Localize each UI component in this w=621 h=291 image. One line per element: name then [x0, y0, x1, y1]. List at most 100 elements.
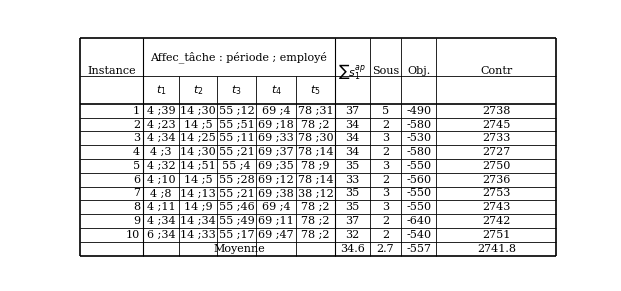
Text: 2: 2	[382, 147, 389, 157]
Text: 2: 2	[133, 120, 140, 129]
Text: -550: -550	[406, 202, 432, 212]
Text: 14 ;33: 14 ;33	[180, 230, 216, 240]
Text: 8: 8	[133, 202, 140, 212]
Text: 35: 35	[345, 189, 360, 198]
Text: 37: 37	[345, 106, 360, 116]
Text: -560: -560	[406, 175, 432, 185]
Text: 55 ;4: 55 ;4	[222, 161, 251, 171]
Text: 4 ;10: 4 ;10	[147, 175, 175, 185]
Text: 3: 3	[382, 133, 389, 143]
Text: 14 ;51: 14 ;51	[180, 161, 216, 171]
Text: 6 ;34: 6 ;34	[147, 230, 175, 240]
Text: 4 ;8: 4 ;8	[150, 189, 172, 198]
Text: Affec_tâche : période ; employé: Affec_tâche : période ; employé	[150, 51, 327, 63]
Text: 78 ;2: 78 ;2	[301, 202, 330, 212]
Text: 2750: 2750	[483, 161, 510, 171]
Text: 5: 5	[382, 106, 389, 116]
Text: -490: -490	[406, 106, 432, 116]
Text: 1: 1	[133, 106, 140, 116]
Text: 69 ;38: 69 ;38	[258, 189, 294, 198]
Text: 3: 3	[382, 189, 389, 198]
Text: 34: 34	[345, 133, 360, 143]
Text: 4 ;11: 4 ;11	[147, 202, 175, 212]
Text: Obj.: Obj.	[407, 66, 430, 76]
Text: 34.6: 34.6	[340, 244, 365, 254]
Text: 3: 3	[133, 133, 140, 143]
Text: 55 ;21: 55 ;21	[219, 189, 255, 198]
Text: 4 ;34: 4 ;34	[147, 216, 175, 226]
Text: $t_2$: $t_2$	[193, 83, 204, 97]
Text: 55 ;11: 55 ;11	[219, 133, 255, 143]
Text: 55 ;17: 55 ;17	[219, 230, 255, 240]
Text: 14 ;13: 14 ;13	[180, 189, 216, 198]
Text: 32: 32	[345, 230, 360, 240]
Text: Contr: Contr	[480, 66, 512, 76]
Text: 2742: 2742	[483, 216, 510, 226]
Text: 69 ;37: 69 ;37	[258, 147, 294, 157]
Text: -540: -540	[406, 230, 432, 240]
Text: 2: 2	[382, 175, 389, 185]
Text: 33: 33	[345, 175, 360, 185]
Text: 14 ;30: 14 ;30	[180, 106, 216, 116]
Text: 37: 37	[345, 216, 360, 226]
Text: 78 ;30: 78 ;30	[297, 133, 333, 143]
Text: 3: 3	[382, 202, 389, 212]
Text: 34: 34	[345, 147, 360, 157]
Text: 2736: 2736	[483, 175, 510, 185]
Text: 4 ;32: 4 ;32	[147, 161, 175, 171]
Text: 2727: 2727	[483, 147, 510, 157]
Text: 69 ;4: 69 ;4	[262, 106, 291, 116]
Text: 4: 4	[133, 147, 140, 157]
Text: 55 ;46: 55 ;46	[219, 202, 255, 212]
Text: 9: 9	[133, 216, 140, 226]
Text: 69 ;11: 69 ;11	[258, 216, 294, 226]
Text: 55 ;49: 55 ;49	[219, 216, 255, 226]
Text: -640: -640	[406, 216, 432, 226]
Text: 34: 34	[345, 120, 360, 129]
Text: 4 ;39: 4 ;39	[147, 106, 175, 116]
Text: 69 ;35: 69 ;35	[258, 161, 294, 171]
Text: $t_4$: $t_4$	[271, 83, 281, 97]
Text: 4 ;3: 4 ;3	[150, 147, 172, 157]
Text: $\sum s_1^{ap}$: $\sum s_1^{ap}$	[338, 62, 366, 81]
Text: -580: -580	[406, 147, 432, 157]
Text: 55 ;21: 55 ;21	[219, 147, 255, 157]
Text: $t_3$: $t_3$	[232, 83, 242, 97]
Text: 2: 2	[382, 120, 389, 129]
Text: $t_5$: $t_5$	[310, 83, 320, 97]
Text: 2.7: 2.7	[376, 244, 394, 254]
Text: 2733: 2733	[483, 133, 510, 143]
Text: 2738: 2738	[483, 106, 510, 116]
Text: 38 ;12: 38 ;12	[297, 189, 333, 198]
Text: 14 ;25: 14 ;25	[180, 133, 216, 143]
Text: 69 ;18: 69 ;18	[258, 120, 294, 129]
Text: 2751: 2751	[483, 230, 510, 240]
Text: 35: 35	[345, 202, 360, 212]
Text: 2745: 2745	[483, 120, 510, 129]
Text: 14 ;5: 14 ;5	[184, 120, 212, 129]
Text: Sous: Sous	[372, 66, 399, 76]
Text: 69 ;4: 69 ;4	[262, 202, 291, 212]
Text: 2: 2	[382, 216, 389, 226]
Text: Moyenne: Moyenne	[213, 244, 265, 254]
Text: 7: 7	[133, 189, 140, 198]
Text: 5: 5	[133, 161, 140, 171]
Text: 78 ;14: 78 ;14	[297, 147, 333, 157]
Text: 78 ;2: 78 ;2	[301, 230, 330, 240]
Text: 14 ;9: 14 ;9	[184, 202, 212, 212]
Text: 14 ;34: 14 ;34	[180, 216, 216, 226]
Text: 55 ;28: 55 ;28	[219, 175, 255, 185]
Text: Instance: Instance	[87, 66, 136, 76]
Text: 10: 10	[126, 230, 140, 240]
Text: 55 ;51: 55 ;51	[219, 120, 255, 129]
Text: 4 ;23: 4 ;23	[147, 120, 175, 129]
Text: 14 ;5: 14 ;5	[184, 175, 212, 185]
Text: 78 ;9: 78 ;9	[301, 161, 330, 171]
Text: -550: -550	[406, 161, 432, 171]
Text: -557: -557	[406, 244, 432, 254]
Text: 69 ;47: 69 ;47	[258, 230, 294, 240]
Text: 2: 2	[382, 230, 389, 240]
Text: 2741.8: 2741.8	[477, 244, 516, 254]
Text: $t_1$: $t_1$	[156, 83, 166, 97]
Text: 3: 3	[382, 161, 389, 171]
